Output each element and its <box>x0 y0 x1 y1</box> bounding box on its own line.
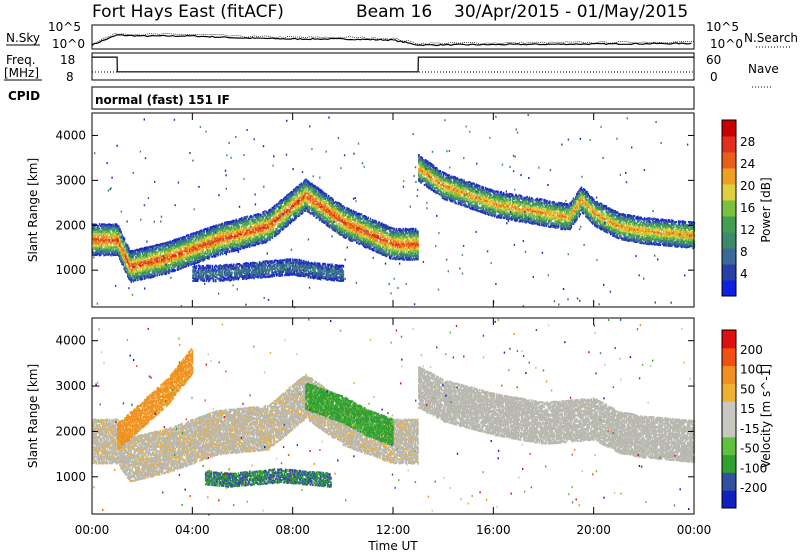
echo-cell <box>123 243 125 245</box>
echo-cell <box>109 239 111 241</box>
nave-tick-top: 60 <box>706 53 721 67</box>
freq-traces <box>92 57 694 72</box>
echo-cell <box>139 253 141 255</box>
echo-cell <box>119 228 121 230</box>
echo-cell <box>188 265 190 267</box>
echo-cell <box>144 266 146 268</box>
echo-cell <box>203 249 205 251</box>
power-data <box>92 114 695 308</box>
echo-cell <box>129 268 131 270</box>
nsearch-tick-top: 10^5 <box>706 20 739 34</box>
echo-cell <box>176 255 178 257</box>
echo-cell <box>124 238 126 240</box>
station-title: Fort Hays East (fitACF) <box>92 2 284 22</box>
nsearch-label: N.Search <box>744 31 798 45</box>
echo-cell <box>222 223 224 225</box>
nave-tick-bottom: 0 <box>710 70 718 84</box>
echo-cell <box>110 233 112 235</box>
cpid-label: CPID <box>8 89 40 103</box>
echo-cell <box>156 274 158 276</box>
echo-cell <box>158 252 160 254</box>
freq-strip: Freq. [MHz] 18 8 60 0 Nave <box>4 53 779 87</box>
echo-cell <box>139 268 141 270</box>
nsky-traces <box>92 33 694 45</box>
echo-cell <box>128 247 130 249</box>
radar-summary-plot: Fort Hays East (fitACF) Beam 16 30/Apr/2… <box>0 0 800 554</box>
nsky-tick-top: 10^5 <box>48 20 81 34</box>
echo-cell <box>118 226 120 228</box>
nsky-label: N.Sky <box>6 31 40 45</box>
echo-cell <box>154 273 156 275</box>
echo-cell <box>120 230 122 232</box>
echo-cell <box>99 228 101 230</box>
freq-tick-top: 18 <box>60 53 75 67</box>
beam-label: Beam 16 <box>356 2 432 22</box>
echo-cell <box>229 250 231 252</box>
echo-cell <box>217 254 219 256</box>
freq-label: Freq. <box>6 53 36 67</box>
echo-cell <box>137 267 139 269</box>
date-range: 30/Apr/2015 - 01/May/2015 <box>454 2 688 22</box>
echo-cell <box>107 244 109 246</box>
echo-cell <box>101 246 103 248</box>
freq-unit: [MHz] <box>4 66 39 80</box>
nsearch-tick-bottom: 10^0 <box>710 37 743 51</box>
echo-cell <box>127 245 129 247</box>
nave-label: Nave <box>748 62 779 76</box>
nsky-strip: N.Sky 10^5 10^0 10^5 10^0 N.Search <box>6 20 798 51</box>
echo-cell <box>209 249 211 251</box>
freq-tick-bottom: 8 <box>66 70 74 84</box>
echo-cell <box>174 269 176 271</box>
nsky-line <box>92 35 692 46</box>
echo-cell <box>135 279 137 281</box>
echo-cell <box>224 244 226 246</box>
cpid-value: normal (fast) 151 IF <box>95 93 230 107</box>
nsky-tick-bottom: 10^0 <box>52 37 85 51</box>
echo-cell <box>121 234 123 236</box>
freq-line <box>92 57 694 72</box>
nsearch-line <box>92 33 694 44</box>
